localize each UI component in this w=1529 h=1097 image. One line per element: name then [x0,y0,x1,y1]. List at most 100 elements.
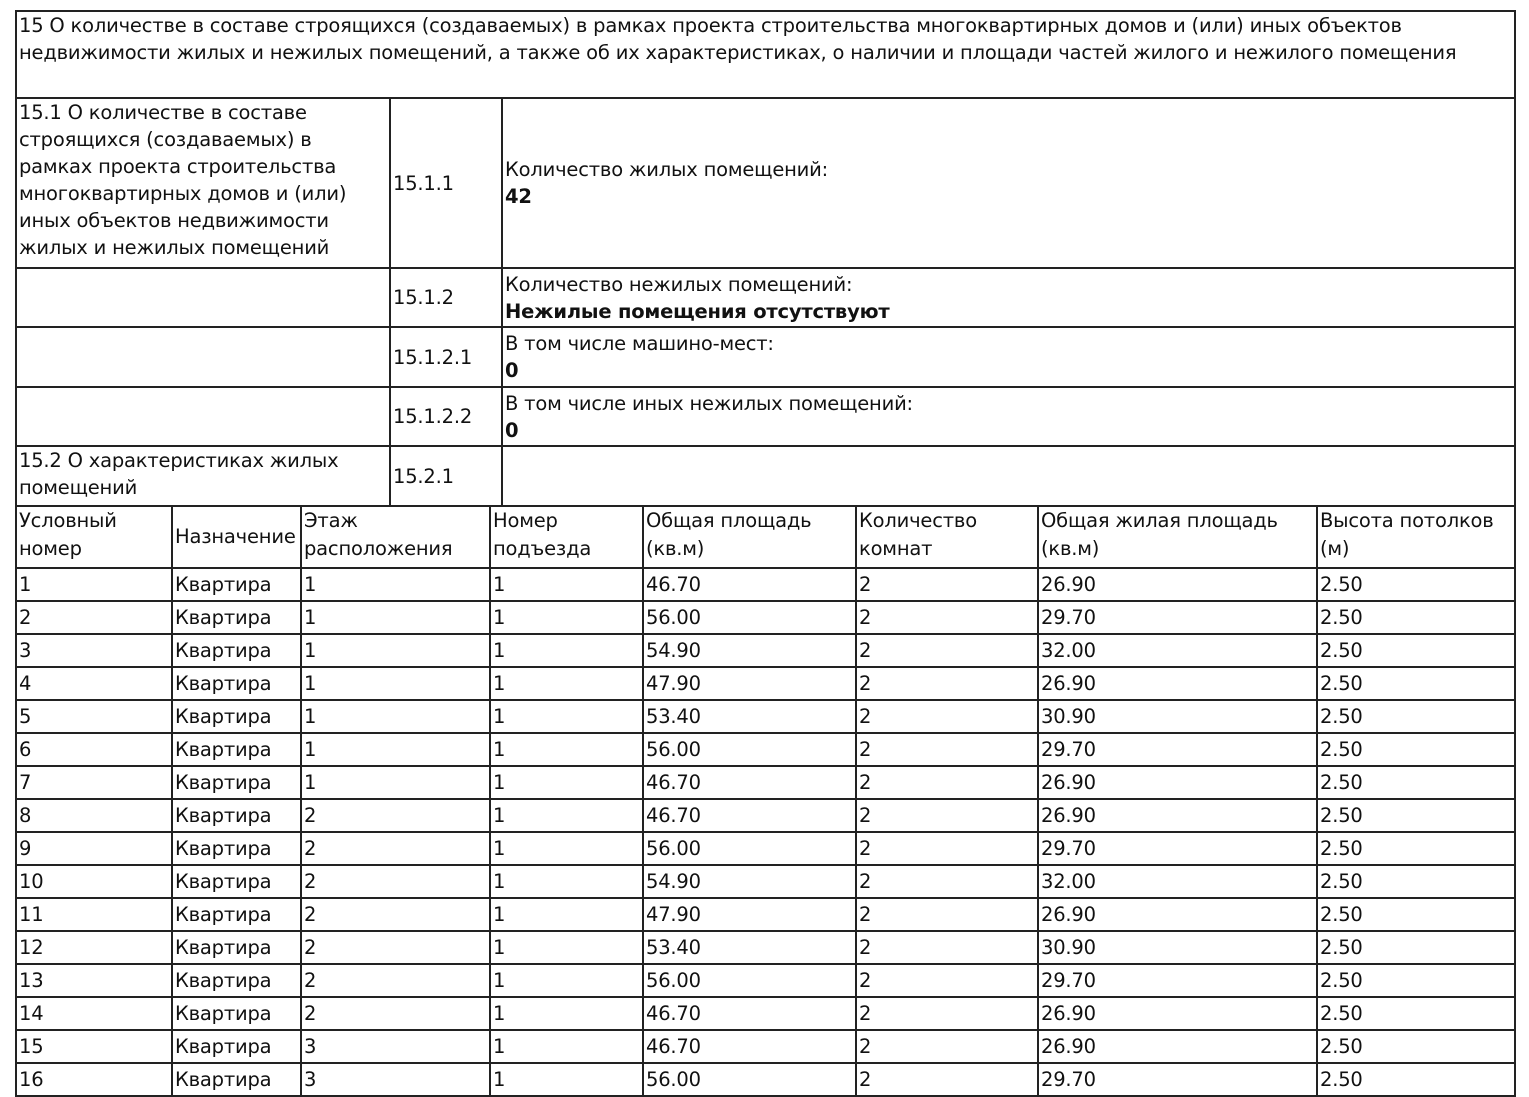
row-code: 15.1.2.2 [389,386,503,447]
info-table: 15 О количестве в составе строящихся (со… [14,10,1517,507]
table-row: 3 Квартира 1 1 54.90 2 32.00 2.50 [15,633,1516,668]
table-row: 1 Квартира 1 1 46.70 2 26.90 2.50 [15,567,1516,602]
cell-unit-number: 7 [15,765,173,800]
cell-purpose: Квартира [171,1029,302,1064]
cell-floor: 1 [300,600,491,635]
table-row: 11 Квартира 2 1 47.90 2 26.90 2.50 [15,897,1516,932]
cell-unit-number: 12 [15,930,173,965]
cell-room-count: 2 [855,798,1039,833]
cell-entrance: 1 [489,831,644,866]
cell-entrance: 1 [489,798,644,833]
table-row: 5 Квартира 1 1 53.40 2 30.90 2.50 [15,699,1516,734]
row-label [15,326,391,388]
cell-ceiling-height: 2.50 [1316,567,1516,602]
cell-ceiling-height: 2.50 [1316,1029,1516,1064]
cell-ceiling-height: 2.50 [1316,897,1516,932]
cell-unit-number: 3 [15,633,173,668]
cell-total-area: 56.00 [642,732,857,767]
cell-total-area: 46.70 [642,798,857,833]
cell-entrance: 1 [489,600,644,635]
column-header-ceiling-height: Высота потолков (м) [1316,505,1516,569]
cell-total-area: 46.70 [642,1029,857,1064]
table-row: 10 Квартира 2 1 54.90 2 32.00 2.50 [15,864,1516,899]
cell-entrance: 1 [489,567,644,602]
cell-floor: 1 [300,666,491,701]
cell-living-area: 32.00 [1037,864,1318,899]
table-row: 2 Квартира 1 1 56.00 2 29.70 2.50 [15,600,1516,635]
cell-room-count: 2 [855,1029,1039,1064]
cell-room-count: 2 [855,600,1039,635]
cell-purpose: Квартира [171,633,302,668]
cell-entrance: 1 [489,633,644,668]
cell-floor: 2 [300,996,491,1031]
cell-living-area: 26.90 [1037,765,1318,800]
units-table: Условный номер Назначение Этаж расположени… [15,505,1516,1097]
field-label: Количество жилых помещений: [505,158,828,181]
cell-entrance: 1 [489,963,644,998]
cell-ceiling-height: 2.50 [1316,963,1516,998]
cell-floor: 2 [300,930,491,965]
field-label: В том числе иных нежилых помещений: [505,391,913,415]
cell-purpose: Квартира [171,831,302,866]
info-row: 15.1.2.1 В том числе машино-мест: 0 [15,326,1517,388]
cell-total-area: 53.40 [642,699,857,734]
cell-total-area: 47.90 [642,666,857,701]
cell-room-count: 2 [855,699,1039,734]
cell-ceiling-height: 2.50 [1316,633,1516,668]
cell-entrance: 1 [489,996,644,1031]
cell-total-area: 54.90 [642,633,857,668]
column-header-living-area: Общая жилая площадь (кв.м) [1037,505,1318,569]
cell-room-count: 2 [855,633,1039,668]
field-label: В том числе машино-мест: [505,332,774,355]
cell-entrance: 1 [489,666,644,701]
cell-unit-number: 6 [15,732,173,767]
column-header-entrance: Номер подъезда [489,505,644,569]
cell-purpose: Квартира [171,699,302,734]
cell-ceiling-height: 2.50 [1316,666,1516,701]
cell-purpose: Квартира [171,897,302,932]
cell-purpose: Квартира [171,732,302,767]
cell-entrance: 1 [489,897,644,932]
cell-entrance: 1 [489,699,644,734]
cell-total-area: 46.70 [642,567,857,602]
cell-ceiling-height: 2.50 [1316,798,1516,833]
cell-floor: 1 [300,633,491,668]
field-value: 0 [505,418,519,442]
cell-living-area: 26.90 [1037,666,1318,701]
cell-room-count: 2 [855,732,1039,767]
table-row: 13 Квартира 2 1 56.00 2 29.70 2.50 [15,963,1516,998]
cell-room-count: 2 [855,864,1039,899]
cell-living-area: 29.70 [1037,831,1318,866]
cell-total-area: 46.70 [642,996,857,1031]
cell-purpose: Квартира [171,996,302,1031]
table-row: 6 Квартира 1 1 56.00 2 29.70 2.50 [15,732,1516,767]
cell-ceiling-height: 2.50 [1316,996,1516,1031]
row-label [15,386,391,447]
cell-unit-number: 8 [15,798,173,833]
cell-ceiling-height: 2.50 [1316,765,1516,800]
cell-floor: 2 [300,897,491,932]
column-header-unit-number: Условный номер [15,505,173,569]
row-code: 15.1.1 [389,97,503,269]
column-header-room-count: Количество комнат [855,505,1039,569]
cell-ceiling-height: 2.50 [1316,864,1516,899]
row-code: 15.2.1 [389,445,503,507]
row-label: 15.2 О характеристиках жилых помещений [15,445,391,507]
row-code: 15.1.2.1 [389,326,503,388]
cell-living-area: 30.90 [1037,699,1318,734]
info-row: 15.2 О характеристиках жилых помещений 1… [15,445,1517,507]
cell-entrance: 1 [489,930,644,965]
cell-floor: 2 [300,831,491,866]
section-title: 15 О количестве в составе строящихся (со… [14,10,1517,99]
cell-floor: 1 [300,699,491,734]
cell-living-area: 32.00 [1037,633,1318,668]
cell-floor: 1 [300,765,491,800]
cell-entrance: 1 [489,864,644,899]
cell-purpose: Квартира [171,600,302,635]
cell-purpose: Квартира [171,963,302,998]
table-row: 15 Квартира 3 1 46.70 2 26.90 2.50 [15,1029,1516,1064]
cell-unit-number: 15 [15,1029,173,1064]
cell-living-area: 26.90 [1037,798,1318,833]
cell-room-count: 2 [855,963,1039,998]
cell-floor: 2 [300,963,491,998]
